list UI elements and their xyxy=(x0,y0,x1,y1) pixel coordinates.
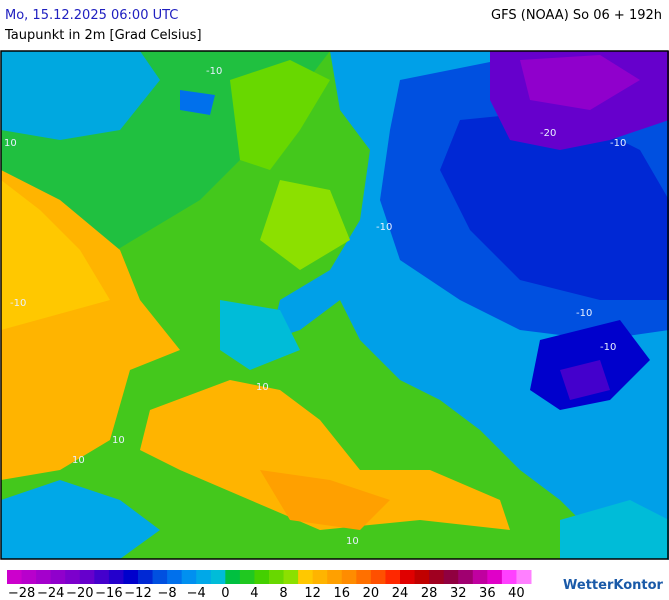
colorbar-box xyxy=(312,570,328,584)
colorbar-box xyxy=(429,570,445,584)
colorbar-tick-label: 36 xyxy=(479,586,496,600)
colorbar-box xyxy=(400,570,416,584)
contour-label: -10 xyxy=(576,308,592,319)
contour-label: -10 xyxy=(376,222,392,233)
colorbar-tick-label: 32 xyxy=(450,586,467,600)
contour-label: 10 xyxy=(256,382,269,393)
colorbar-tick-label: 4 xyxy=(250,586,258,600)
colorbar-box xyxy=(225,570,241,584)
map: -10 -20 -10 -10 10 -10 10 10 -10 10 10 -… xyxy=(0,50,669,560)
contour-label: -10 xyxy=(610,138,626,149)
colorbar-tick-label: −16 xyxy=(95,586,122,600)
contour-label: -10 xyxy=(600,342,616,353)
contour-label: -10 xyxy=(10,298,26,309)
colorbar-box xyxy=(181,570,197,584)
colorbar-tick-label: −8 xyxy=(158,586,177,600)
colorbar-box xyxy=(79,570,95,584)
colorbar-box xyxy=(443,570,459,584)
colorbar-box xyxy=(36,570,52,584)
colorbar-box xyxy=(370,570,386,584)
contour-label: -20 xyxy=(540,128,556,139)
colorbar-box xyxy=(50,570,66,584)
colorbar-box xyxy=(283,570,299,584)
colorbar-tick-label: 28 xyxy=(421,586,438,600)
colorbar-box xyxy=(65,570,81,584)
colorbar-tick-label: −24 xyxy=(37,586,64,600)
colorbar-box xyxy=(108,570,124,584)
colorbar-box xyxy=(269,570,285,584)
colorbar-box xyxy=(458,570,474,584)
contour-label: -10 xyxy=(206,66,222,77)
colorbar-tick-label: −12 xyxy=(124,586,151,600)
colorbar: −28 −24 −20 −16 −12 −8 −4 0 4 8 12 16 20 24 28 32 36 40 xyxy=(7,570,532,600)
colorbar-box xyxy=(7,570,23,584)
colorbar-box xyxy=(327,570,343,584)
date: Mo, 15.12.2025 06:00 UTC xyxy=(5,8,178,23)
colorbar-box xyxy=(94,570,110,584)
colorbar-box xyxy=(210,570,226,584)
colorbar-box xyxy=(167,570,183,584)
colorbar-box xyxy=(138,570,154,584)
colorbar-box xyxy=(385,570,401,584)
colorbar-tick-label: 12 xyxy=(304,586,321,600)
colorbar-box xyxy=(341,570,357,584)
colorbar-tick-label: −20 xyxy=(66,586,93,600)
colorbar-tick-label: 20 xyxy=(363,586,380,600)
contour-label: 10 xyxy=(346,536,359,547)
colorbar-box xyxy=(254,570,270,584)
colorbar-box xyxy=(472,570,488,584)
colorbar-tick-label: 40 xyxy=(508,586,525,600)
colorbar-box xyxy=(487,570,503,584)
colorbar-tick-label: 24 xyxy=(392,586,409,600)
colorbar-tick-label: 8 xyxy=(279,586,287,600)
colorbar-box xyxy=(152,570,168,584)
colorbar-box xyxy=(501,570,517,584)
colorbar-tick-label: 16 xyxy=(334,586,351,600)
colorbar-box xyxy=(123,570,139,584)
colorbar-box xyxy=(239,570,255,584)
model: GFS (NOAA) So 06 + 192h xyxy=(491,8,662,23)
colorbar-box xyxy=(196,570,212,584)
contour-label: 10 xyxy=(112,435,125,446)
colorbar-tick-label: −28 xyxy=(8,586,35,600)
colorbar-box xyxy=(516,570,532,584)
colorbar-tick-label: 0 xyxy=(221,586,229,600)
subtitle: Taupunkt in 2m [Grad Celsius] xyxy=(4,28,202,43)
colorbar-box xyxy=(21,570,37,584)
colorbar-box xyxy=(414,570,430,584)
logo: WetterKontor xyxy=(563,578,664,593)
contour-label: 10 xyxy=(4,138,17,149)
colorbar-tick-label: −4 xyxy=(187,586,206,600)
colorbar-box xyxy=(356,570,372,584)
contour-label: 10 xyxy=(72,455,85,466)
colorbar-box xyxy=(298,570,314,584)
